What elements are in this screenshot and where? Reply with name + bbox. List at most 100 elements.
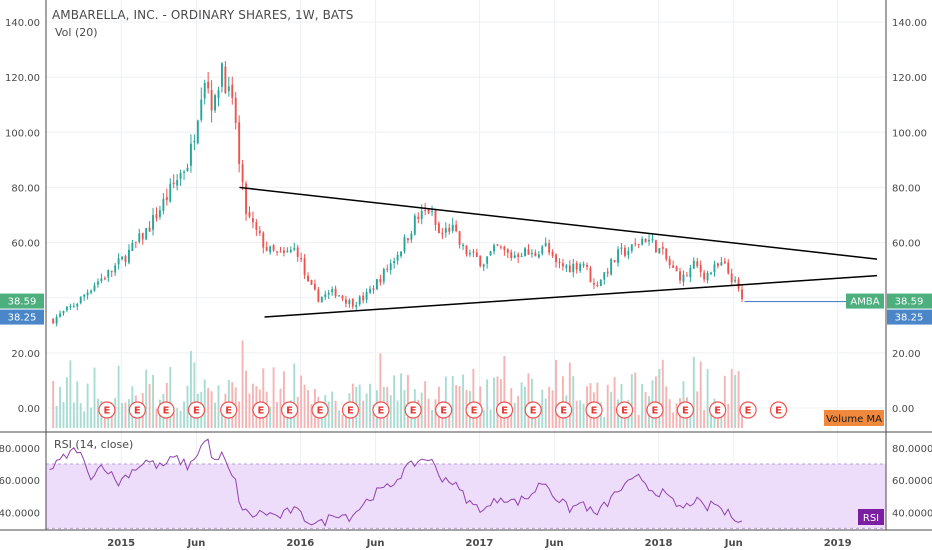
volume-bar bbox=[90, 407, 92, 428]
candle-body bbox=[400, 251, 402, 256]
volume-bar bbox=[107, 410, 110, 428]
volume-bar bbox=[293, 363, 296, 428]
candle-body bbox=[355, 304, 358, 308]
earnings-marker-label: E bbox=[714, 406, 721, 417]
earnings-marker bbox=[769, 401, 788, 419]
volume-bar bbox=[307, 390, 309, 428]
candle-body bbox=[713, 264, 716, 273]
earnings-marker bbox=[676, 401, 695, 419]
earnings-marker-label: E bbox=[410, 406, 417, 417]
candle-body bbox=[730, 273, 733, 283]
earnings-marker bbox=[435, 401, 453, 419]
chart-title: AMBARELLA, INC. - ORDINARY SHARES, 1W, B… bbox=[52, 8, 354, 22]
volume-bar bbox=[59, 387, 61, 428]
candle-body bbox=[610, 259, 613, 275]
volume-bar bbox=[52, 381, 55, 428]
volume-bar bbox=[331, 391, 334, 428]
candle-body bbox=[293, 247, 296, 250]
volume-bar bbox=[179, 410, 182, 428]
candle-body bbox=[320, 296, 323, 303]
earnings-marker-label: E bbox=[682, 406, 689, 417]
earnings-marker bbox=[157, 401, 175, 419]
volume-bar bbox=[579, 400, 582, 428]
candle-body bbox=[603, 272, 606, 280]
symbol-badge-text: AMBA bbox=[850, 297, 879, 308]
volume-bar bbox=[424, 381, 427, 428]
volume-bar bbox=[362, 400, 365, 428]
trendline-lower bbox=[264, 274, 878, 318]
volume-bar bbox=[217, 385, 220, 428]
candle-body bbox=[455, 224, 458, 232]
candle-body bbox=[76, 304, 79, 307]
volume-bar bbox=[658, 369, 661, 428]
candle-body bbox=[634, 243, 637, 245]
volume-bar bbox=[427, 398, 430, 428]
x-tick: 2016 bbox=[286, 538, 314, 549]
rsi-tick-left: 60.0000 bbox=[0, 476, 40, 487]
candle-body bbox=[672, 265, 675, 268]
volume-bar bbox=[344, 412, 347, 428]
last-price-right: 38.59 bbox=[895, 297, 924, 308]
candle-body bbox=[276, 251, 278, 253]
candle-body bbox=[479, 255, 482, 267]
volume-bar bbox=[86, 383, 89, 428]
volume-bar bbox=[176, 408, 179, 428]
candle-body bbox=[172, 182, 175, 185]
earnings-marker bbox=[311, 401, 329, 419]
volume-ma-text: Volume MA bbox=[826, 414, 882, 425]
candle-body bbox=[196, 120, 199, 144]
earnings-marker bbox=[372, 401, 390, 419]
earnings-marker bbox=[524, 401, 542, 419]
candle-body bbox=[176, 180, 179, 186]
volume-bar bbox=[207, 388, 210, 428]
candle-body bbox=[403, 237, 406, 252]
candle-body bbox=[131, 243, 134, 252]
candle-body bbox=[220, 63, 223, 87]
volume-bar bbox=[575, 400, 578, 428]
earnings-marker bbox=[280, 401, 299, 419]
earnings-marker bbox=[252, 401, 270, 419]
candle-body bbox=[93, 285, 96, 291]
volume-bar bbox=[310, 404, 313, 428]
candle-body bbox=[396, 255, 399, 261]
candle-body bbox=[65, 306, 68, 311]
price-badge-left-2 bbox=[0, 309, 44, 325]
candle-body bbox=[517, 254, 520, 257]
volume-bar bbox=[517, 395, 520, 428]
last-price-badge-right bbox=[887, 293, 932, 309]
volume-bar bbox=[537, 406, 540, 428]
volume-bar bbox=[737, 371, 740, 428]
volume-bar bbox=[83, 411, 86, 428]
x-tick: 2019 bbox=[824, 538, 852, 549]
candle-body bbox=[586, 265, 588, 267]
x-tick: Jun bbox=[724, 538, 743, 549]
earnings-marker-label: E bbox=[286, 406, 293, 417]
volume-bar bbox=[62, 401, 65, 428]
candle-body bbox=[448, 227, 451, 232]
earnings-marker bbox=[220, 401, 238, 419]
volume-bar bbox=[434, 399, 437, 428]
volume-bar bbox=[448, 409, 451, 428]
volume-bar bbox=[689, 412, 692, 428]
volume-bar bbox=[369, 383, 371, 428]
volume-bar bbox=[186, 385, 189, 428]
candle-body bbox=[100, 278, 103, 282]
candle-body bbox=[241, 164, 244, 182]
candle-body bbox=[737, 279, 740, 289]
candle-body bbox=[214, 95, 216, 111]
volume-bar bbox=[341, 414, 344, 428]
candle-body bbox=[579, 264, 582, 271]
candle-body bbox=[158, 210, 161, 217]
candle-body bbox=[444, 228, 447, 233]
candle-body bbox=[231, 84, 234, 98]
candle-body bbox=[134, 241, 137, 243]
candle-body bbox=[582, 263, 585, 266]
volume-bar bbox=[503, 355, 506, 428]
candle-body bbox=[544, 243, 547, 246]
candle-body bbox=[441, 232, 444, 235]
y-tick-right: 140.00 bbox=[892, 18, 927, 29]
